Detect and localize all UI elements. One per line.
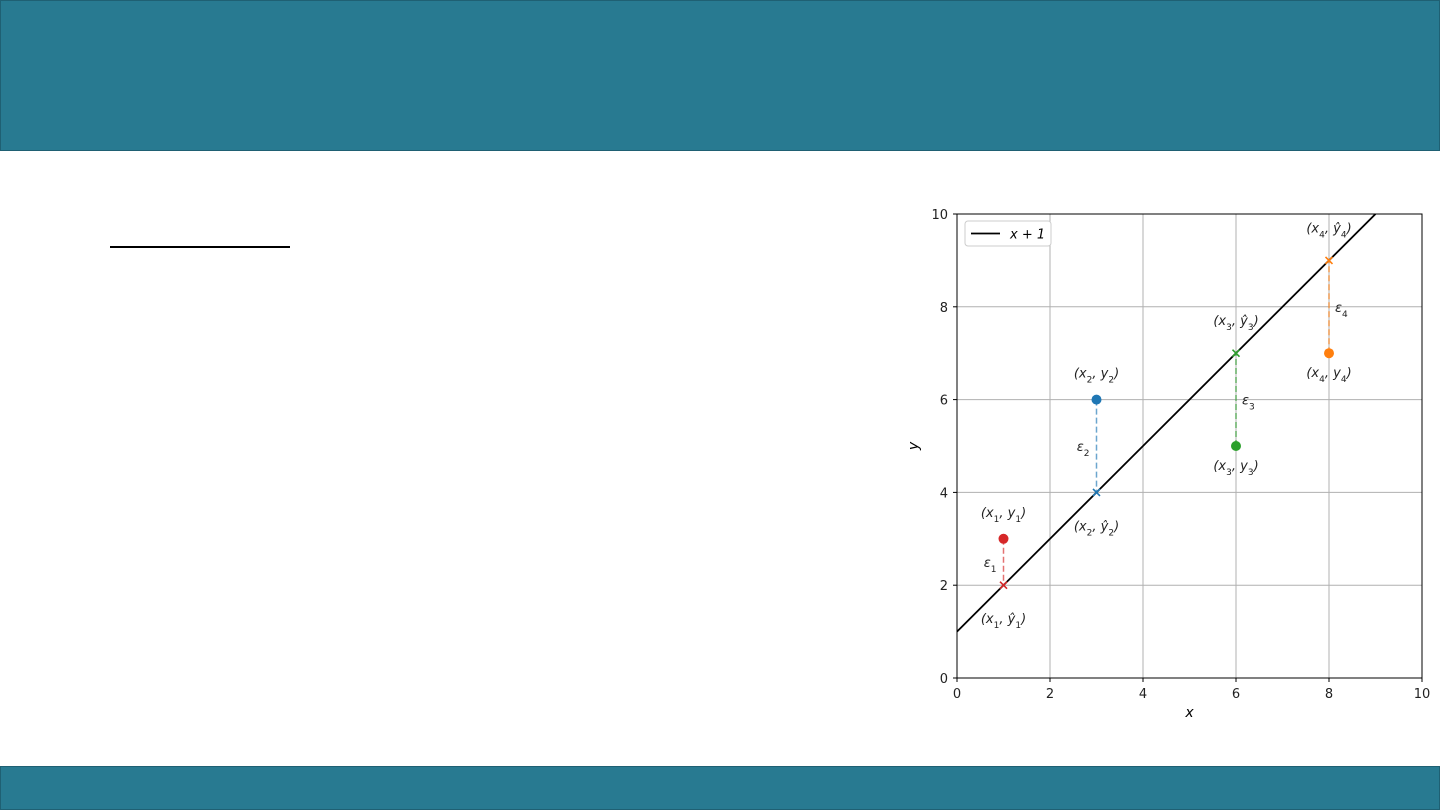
observed-point-label: (x3, y3) bbox=[1213, 459, 1258, 478]
fit-line-group bbox=[956, 213, 1377, 633]
y-tick-label: 2 bbox=[940, 579, 948, 594]
x-tick-label: 10 bbox=[1414, 687, 1431, 702]
legend-entry-fit-line: x + 1 bbox=[1009, 228, 1045, 243]
residual-label: ε2 bbox=[1077, 440, 1090, 459]
observed-point-label: (x4, y4) bbox=[1306, 366, 1351, 385]
data-marks bbox=[998, 256, 1334, 590]
plot-background bbox=[957, 214, 1422, 678]
fitted-point-label: (x1, ŷ1) bbox=[981, 612, 1026, 631]
fit-line bbox=[956, 213, 1377, 633]
fitted-marker-stroke bbox=[1231, 349, 1241, 358]
fitted-point-label: (x3, ŷ3) bbox=[1213, 314, 1258, 333]
fitted-marker-stroke bbox=[1092, 488, 1101, 497]
observed-point bbox=[1324, 348, 1334, 359]
y-tick-label: 0 bbox=[940, 672, 948, 687]
fitted-marker-stroke bbox=[999, 581, 1008, 590]
legend-box bbox=[964, 220, 1052, 247]
axis-ticks: 0 2 4 6 8 10 0 2 4 6 8 10 bbox=[931, 208, 1430, 702]
x-tick-label: 6 bbox=[1232, 687, 1240, 702]
x-axis-label: x bbox=[1184, 705, 1194, 721]
grid-lines bbox=[957, 214, 1422, 678]
observed-point-label: (x1, y1) bbox=[981, 506, 1026, 525]
fitted-point-marker bbox=[1092, 488, 1101, 497]
observed-point bbox=[998, 533, 1009, 544]
y-tick-label: 8 bbox=[940, 301, 948, 316]
observed-point-label: (x2, y2) bbox=[1074, 367, 1119, 386]
point-labels: (x1, y1) (x1, ŷ1) ε1 (x2, y2) (x2, ŷ2) ε2 (x3,… bbox=[981, 221, 1352, 631]
residual-label: ε1 bbox=[984, 556, 997, 575]
x-tick-label: 4 bbox=[1139, 687, 1147, 702]
y-axis-label: y bbox=[906, 441, 922, 451]
y-tick-label: 6 bbox=[940, 394, 948, 409]
residual-label: ε3 bbox=[1242, 394, 1255, 413]
y-tick-label: 4 bbox=[940, 486, 948, 501]
residual-lines bbox=[1002, 260, 1330, 586]
fitted-point-label: (x4, ŷ4) bbox=[1306, 221, 1351, 240]
x-tick-label: 2 bbox=[1046, 687, 1054, 702]
title-underline bbox=[110, 246, 290, 248]
legend: x + 1 bbox=[964, 220, 1052, 247]
observed-point bbox=[1091, 394, 1102, 405]
fitted-marker-stroke bbox=[1324, 256, 1334, 265]
observed-point bbox=[1231, 441, 1241, 451]
y-tick-label: 10 bbox=[931, 208, 948, 223]
fitted-point-label: (x2, ŷ2) bbox=[1074, 519, 1119, 538]
top-banner bbox=[0, 0, 1440, 151]
residual-label: ε4 bbox=[1335, 301, 1348, 320]
x-tick-label: 0 bbox=[953, 687, 961, 702]
fitted-point-marker bbox=[1324, 256, 1334, 265]
fitted-point-marker bbox=[999, 581, 1008, 590]
fitted-point-marker bbox=[1231, 349, 1241, 358]
x-tick-label: 8 bbox=[1325, 687, 1333, 702]
plot-frame bbox=[956, 213, 1423, 679]
